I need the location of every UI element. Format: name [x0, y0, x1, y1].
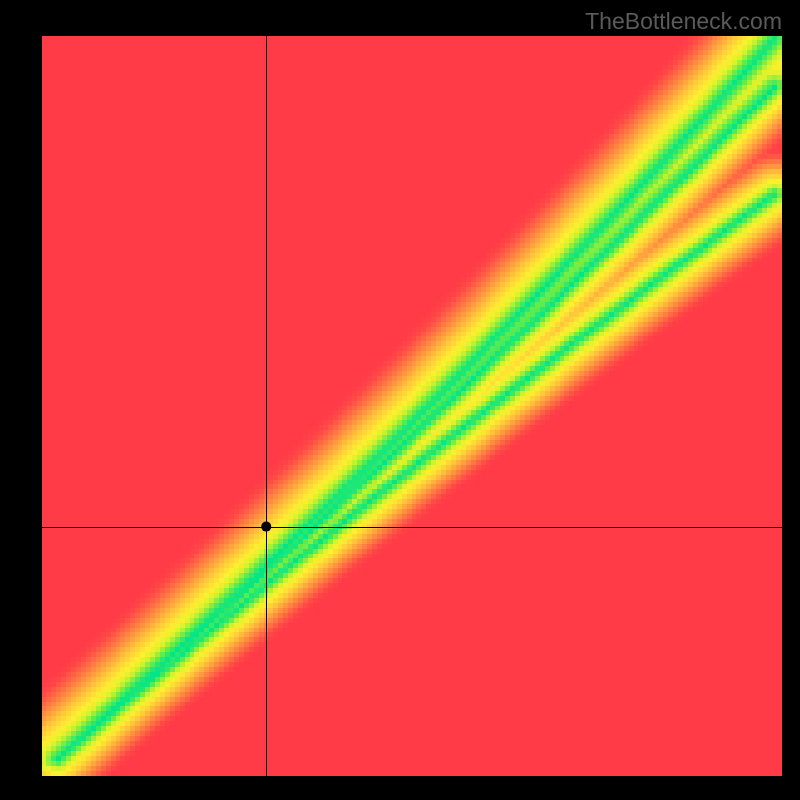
watermark-text: TheBottleneck.com — [585, 8, 782, 35]
chart-container: TheBottleneck.com — [0, 0, 800, 800]
bottleneck-heatmap — [42, 36, 782, 776]
